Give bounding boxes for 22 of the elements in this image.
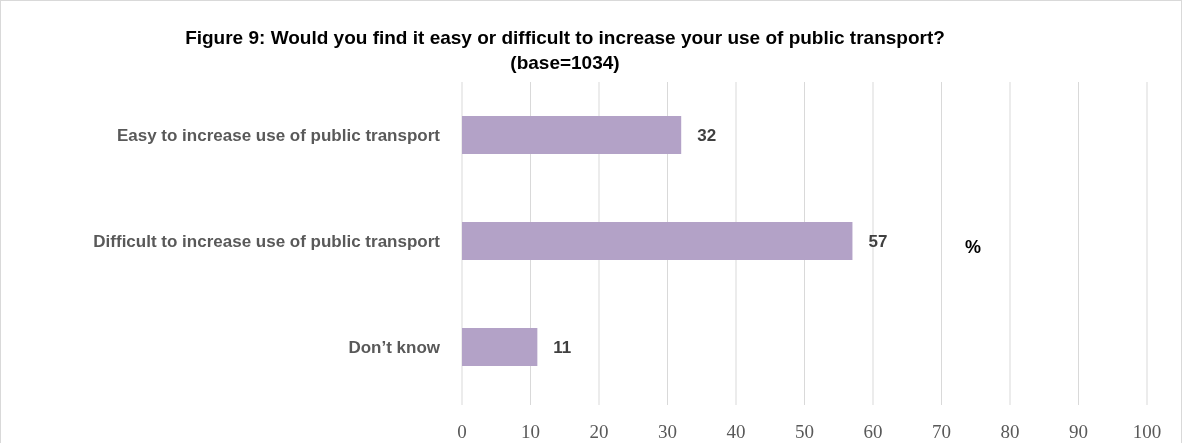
y-tick-label: Difficult to increase use of public transport <box>93 231 441 251</box>
bar <box>462 222 853 260</box>
data-label: 11 <box>553 337 572 357</box>
chart-title: Figure 9: Would you find it easy or difficult to increase your use of public transport? (base=1034) <box>185 27 945 73</box>
x-tick-label: 0 <box>457 421 467 442</box>
data-label: 57 <box>868 231 888 251</box>
bar <box>462 328 538 366</box>
x-tick-label: 90 <box>1069 421 1088 442</box>
x-tick-label: 40 <box>726 421 746 442</box>
x-tick-label: 50 <box>795 421 814 442</box>
x-tick-label: 80 <box>1000 421 1020 442</box>
x-tick-label: 30 <box>658 421 677 442</box>
x-tick-label: 70 <box>932 421 951 442</box>
x-tick-label: 20 <box>589 421 609 442</box>
y-tick-label: Easy to increase use of public transport <box>116 125 441 145</box>
x-tick-label: 100 <box>1132 421 1162 442</box>
data-label: 32 <box>697 125 717 145</box>
y-tick-label: Don’t know <box>348 337 441 357</box>
annotation: % <box>964 237 982 258</box>
x-tick-label: 10 <box>521 421 540 442</box>
bar <box>462 116 682 154</box>
x-tick-label: 60 <box>863 421 883 442</box>
